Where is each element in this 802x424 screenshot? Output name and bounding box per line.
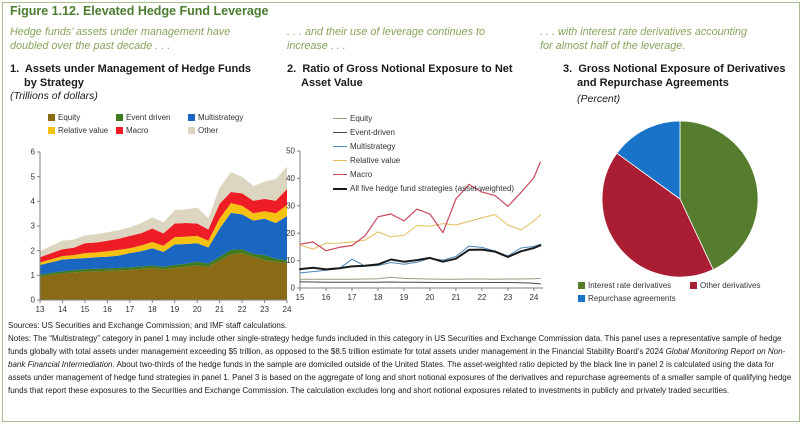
- panel1-unit: (Trillions of dollars): [10, 90, 98, 102]
- legend-swatch: [188, 114, 195, 121]
- svg-text:0: 0: [291, 284, 296, 293]
- svg-text:18: 18: [148, 305, 157, 314]
- panel1-heading: 1. Assets under Management of Hedge Fund…: [10, 63, 252, 89]
- svg-text:19: 19: [400, 293, 409, 302]
- svg-text:18: 18: [374, 293, 383, 302]
- panel2-heading: 2. Ratio of Gross Notional Exposure to N…: [287, 63, 513, 89]
- notes-paragraph: Notes: The “Multistrategy” category in p…: [8, 333, 792, 395]
- svg-text:23: 23: [260, 305, 269, 314]
- svg-text:22: 22: [477, 293, 486, 302]
- svg-text:20: 20: [286, 229, 295, 238]
- svg-text:5: 5: [31, 172, 36, 181]
- svg-text:40: 40: [286, 174, 295, 183]
- legend-item: Other derivatives: [690, 281, 760, 290]
- legend-item: Multistrategy: [188, 113, 264, 122]
- svg-text:3: 3: [31, 222, 36, 231]
- svg-text:15: 15: [80, 305, 89, 314]
- legend-item: Equity: [333, 114, 514, 123]
- legend-item: Event-driven: [333, 128, 514, 137]
- svg-text:17: 17: [125, 305, 134, 314]
- svg-text:24: 24: [283, 305, 292, 314]
- legend-line-swatch: [333, 146, 347, 147]
- legend-item: Macro: [116, 126, 188, 135]
- svg-text:0: 0: [31, 296, 36, 305]
- figure-footnotes: Sources: US Securities and Exchange Comm…: [8, 320, 796, 397]
- legend-swatch: [188, 127, 195, 134]
- svg-text:6: 6: [31, 148, 36, 157]
- svg-text:13: 13: [36, 305, 45, 314]
- sources-line: Sources: US Securities and Exchange Comm…: [8, 321, 288, 330]
- legend-item: Relative value: [48, 126, 116, 135]
- legend-swatch: [578, 295, 585, 302]
- legend-line-swatch: [333, 132, 347, 133]
- legend-swatch: [48, 127, 55, 134]
- pie-legend: Interest rate derivatives Other derivativ…: [578, 281, 760, 303]
- svg-text:16: 16: [322, 293, 331, 302]
- leverage-ratio-line-chart: 0 10 20 30 40 50 15 16 17 18 19 20 21 22 23 24: [286, 147, 543, 302]
- panel2-subtitle: . . . and their use of leverage continue…: [287, 26, 486, 52]
- leverage-ratio-legend: Equity Event-driven Multistrategy Relative …: [333, 114, 514, 193]
- legend-line-swatch: [333, 174, 347, 175]
- svg-text:24: 24: [529, 293, 538, 302]
- legend-item: Other: [188, 126, 264, 135]
- svg-text:4: 4: [31, 197, 36, 206]
- svg-text:17: 17: [348, 293, 357, 302]
- panel1-subtitle: Hedge funds’ assets under management hav…: [10, 26, 231, 52]
- svg-text:20: 20: [193, 305, 202, 314]
- svg-text:22: 22: [238, 305, 247, 314]
- svg-text:10: 10: [286, 256, 295, 265]
- panel3-subtitle: . . . with interest rate derivatives acc…: [540, 26, 748, 52]
- panel3-heading: 3. Gross Notional Exposure of Derivative…: [563, 63, 786, 89]
- panel3-unit: (Percent): [577, 93, 621, 105]
- legend-item: Interest rate derivatives: [578, 281, 690, 290]
- legend-item: Multistrategy: [333, 142, 514, 151]
- legend-line-swatch: [333, 118, 347, 119]
- svg-text:30: 30: [286, 201, 295, 210]
- svg-text:16: 16: [103, 305, 112, 314]
- legend-swatch: [116, 114, 123, 121]
- svg-text:19: 19: [170, 305, 179, 314]
- svg-text:50: 50: [286, 147, 295, 156]
- legend-item: Event driven: [116, 113, 188, 122]
- figure-title: Figure 1.12. Elevated Hedge Fund Leverag…: [10, 4, 269, 18]
- svg-text:23: 23: [503, 293, 512, 302]
- svg-text:21: 21: [215, 305, 224, 314]
- svg-text:20: 20: [425, 293, 434, 302]
- legend-swatch: [116, 127, 123, 134]
- legend-swatch: [48, 114, 55, 121]
- svg-text:2: 2: [31, 246, 36, 255]
- legend-line-swatch: [333, 187, 347, 190]
- svg-text:21: 21: [451, 293, 460, 302]
- svg-text:15: 15: [296, 293, 305, 302]
- legend-item: Repurchase agreements: [578, 294, 690, 303]
- svg-text:1: 1: [31, 271, 36, 280]
- legend-swatch: [578, 282, 585, 289]
- svg-text:14: 14: [58, 305, 67, 314]
- legend-item: Macro: [333, 170, 514, 179]
- legend-item: Relative value: [333, 156, 514, 165]
- legend-item: All five hedge fund strategies (asset-we…: [333, 184, 514, 193]
- legend-swatch: [690, 282, 697, 289]
- legend-item: Equity: [48, 113, 116, 122]
- legend-line-swatch: [333, 160, 347, 161]
- derivatives-pie-chart: [601, 120, 759, 278]
- aum-legend: Equity Event driven Multistrategy Relative …: [48, 113, 264, 135]
